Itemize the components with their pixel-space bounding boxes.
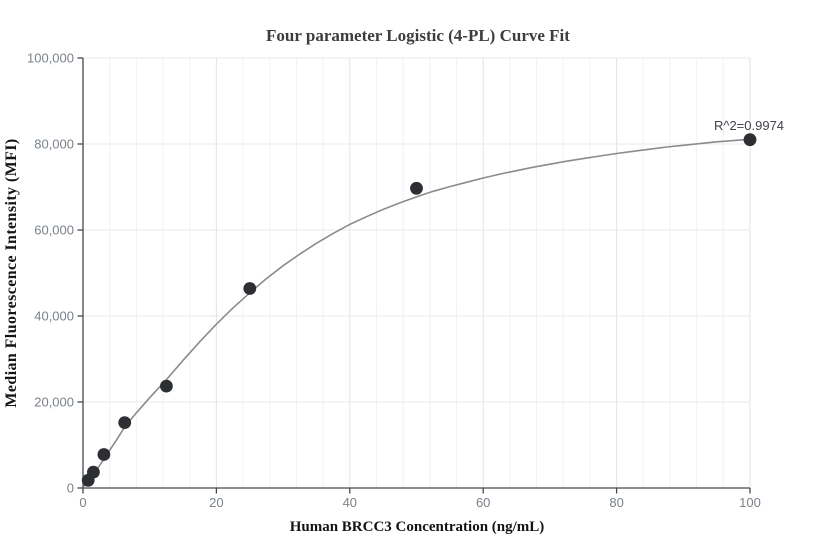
fit-curve-line <box>83 138 751 487</box>
x-tick-label: 20 <box>209 495 223 510</box>
data-point <box>118 416 132 429</box>
x-tick-label: 60 <box>476 495 490 510</box>
y-tick-label: 0 <box>67 481 74 496</box>
axes <box>82 58 750 489</box>
x-tick-label: 80 <box>609 495 623 510</box>
gridlines <box>83 57 751 488</box>
y-axis-title: Median Fluorescence Intensity (MFI) <box>3 138 20 407</box>
y-tick-label: 20,000 <box>34 395 74 410</box>
y-tick-label: 80,000 <box>34 137 74 152</box>
axis-ticks <box>77 57 751 494</box>
x-tick-label: 100 <box>739 495 761 510</box>
r-squared-annotation: R^2=0.9974 <box>714 118 784 133</box>
data-point <box>243 282 257 295</box>
x-axis-title: Human BRCC3 Concentration (ng/mL) <box>290 519 545 535</box>
tick-labels: 0 20 40 60 80 100 0 20,000 40,000 60,000 80,000 100… <box>27 51 761 511</box>
y-tick-label: 40,000 <box>34 309 74 324</box>
chart-title: Four parameter Logistic (4-PL) Curve Fit <box>266 26 570 45</box>
data-point <box>743 133 757 147</box>
x-tick-label: 40 <box>343 495 357 510</box>
y-tick-label: 100,000 <box>27 51 74 66</box>
data-points <box>81 133 757 487</box>
data-point <box>87 465 100 479</box>
data-point <box>410 181 423 195</box>
data-point <box>160 379 173 393</box>
x-tick-label: 0 <box>79 495 86 510</box>
y-tick-label: 60,000 <box>34 223 74 238</box>
data-point <box>97 448 111 461</box>
